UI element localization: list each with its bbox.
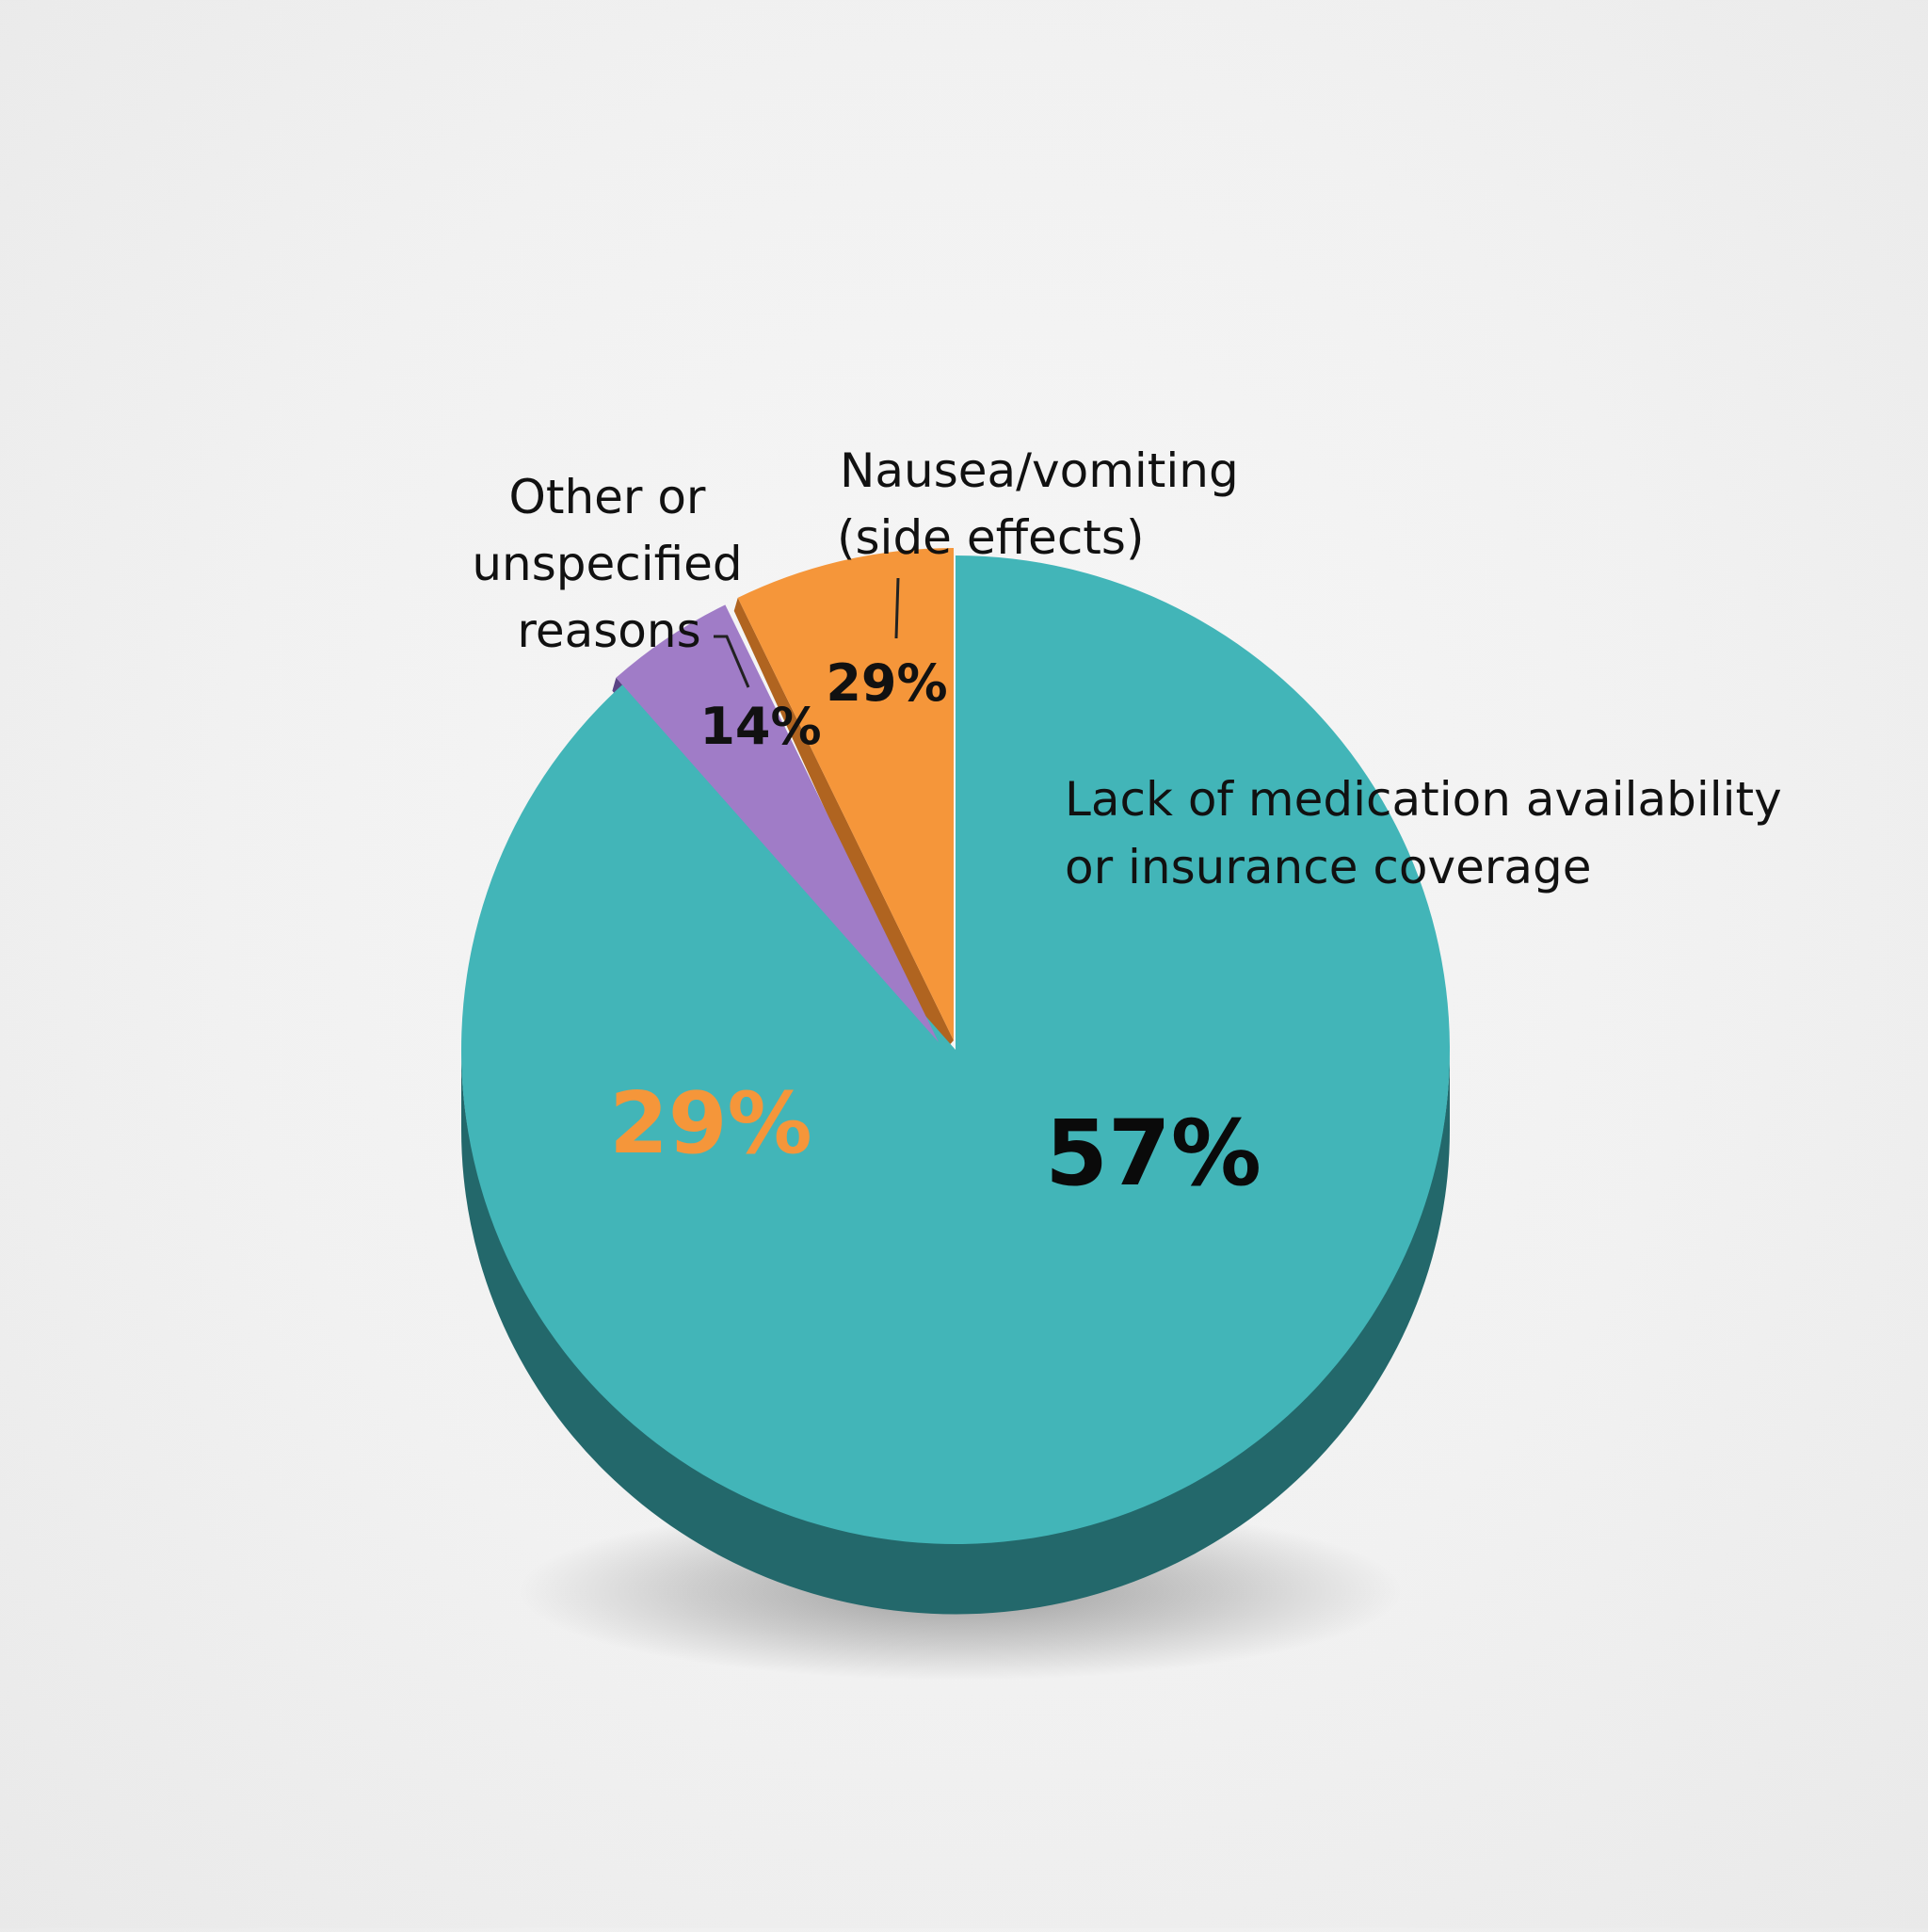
slice-value-medication: 57% xyxy=(1045,1101,1261,1206)
slice-nausea xyxy=(737,548,954,1040)
slice-value-nausea: 29% xyxy=(826,653,947,713)
leader-lines xyxy=(714,577,900,688)
slice-label-nausea-line2: (side effects) xyxy=(837,510,1144,565)
slice-medication xyxy=(461,555,1450,1544)
leader-line-other xyxy=(714,635,750,688)
slice-edge-2 xyxy=(733,597,954,1057)
pie-labels: Lack of medication availability or insur… xyxy=(472,443,1781,1206)
leader-line-nausea xyxy=(894,577,900,639)
slice-label-other-line3: reasons xyxy=(517,604,700,658)
slice-label-medication-line2: or insurance coverage xyxy=(1065,840,1592,894)
slice-label-nausea-line1: Nausea/vomiting xyxy=(840,443,1239,498)
slice-label-medication-line1: Lack of medication availability xyxy=(1065,772,1782,827)
pie-slices xyxy=(461,548,1450,1544)
slice-label-other-line2: unspecified xyxy=(472,537,742,591)
slice-other xyxy=(616,604,939,1042)
slice-value-other: 14% xyxy=(699,697,821,756)
slice-label-other-line1: Other or xyxy=(508,470,705,524)
extra-value-label: 29% xyxy=(609,1074,811,1173)
